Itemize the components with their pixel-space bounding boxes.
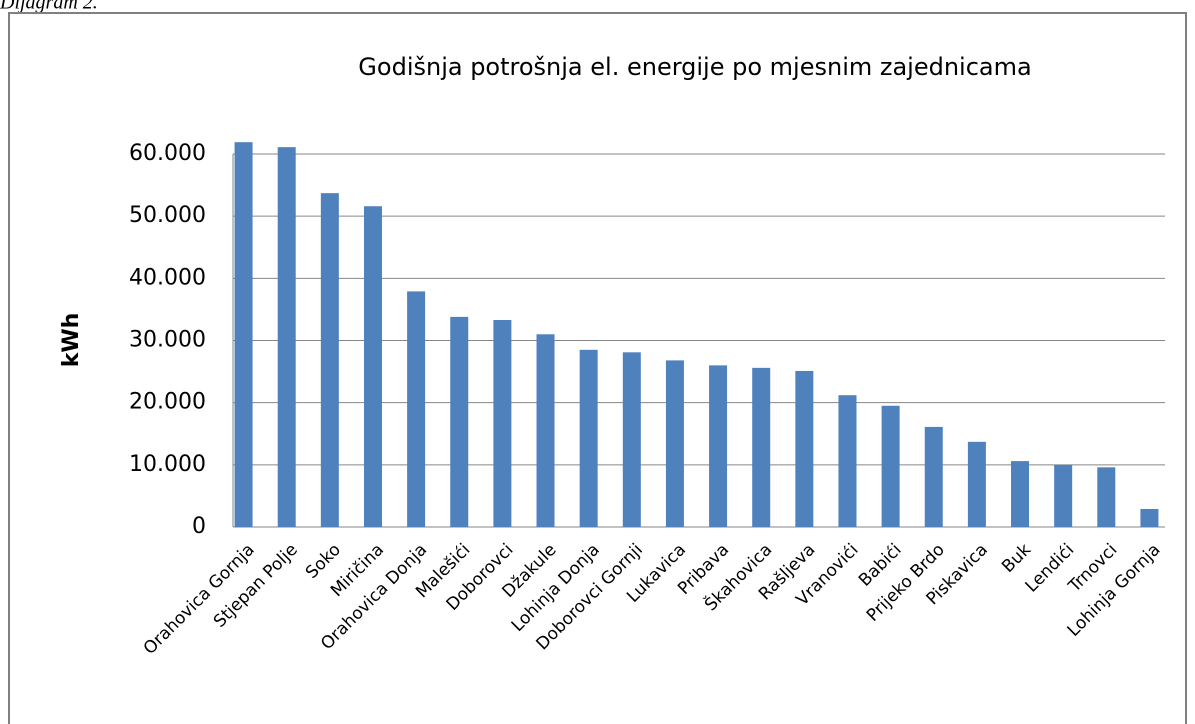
- y-tick-label: 20.000: [129, 390, 206, 415]
- bar: [320, 193, 339, 528]
- bar: [363, 206, 382, 527]
- y-tick-label: 40.000: [129, 265, 206, 290]
- bar: [752, 367, 771, 527]
- bar: [234, 142, 253, 527]
- bar: [1140, 508, 1159, 527]
- bar: [579, 349, 598, 527]
- caption: Dijagram 2.: [0, 0, 98, 14]
- y-tick-label: 60.000: [129, 141, 206, 166]
- bar: [622, 352, 641, 527]
- y-tick-label: 30.000: [129, 328, 206, 353]
- y-tick-label: 0: [192, 514, 206, 539]
- bar: [881, 405, 900, 527]
- bar: [967, 441, 986, 527]
- bar: [1011, 461, 1030, 527]
- bar: [1097, 467, 1116, 527]
- y-tick-label: 50.000: [129, 203, 206, 228]
- bar: [1054, 464, 1073, 527]
- bar: [493, 319, 512, 527]
- bar: [407, 291, 426, 527]
- bar: [450, 316, 469, 527]
- bar: [795, 370, 814, 527]
- bar: [838, 395, 857, 527]
- y-tick-label: 10.000: [129, 452, 206, 477]
- bar: [709, 365, 728, 527]
- bar: [924, 426, 943, 527]
- bar: [536, 334, 555, 527]
- chart-title: Godišnja potrošnja el. energije po mjesn…: [358, 53, 1031, 81]
- bar: [277, 147, 296, 527]
- bar: [665, 360, 684, 527]
- y-axis-label: kWh: [59, 313, 84, 368]
